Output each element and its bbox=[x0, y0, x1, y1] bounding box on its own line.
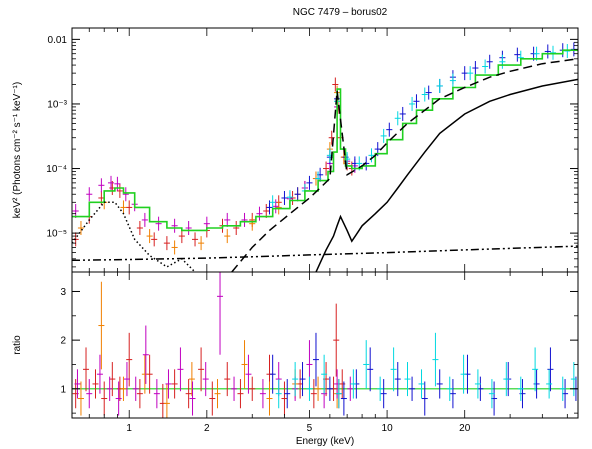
model-line-soft_thermal bbox=[72, 201, 196, 272]
bottom-y-tick-label: 2 bbox=[60, 336, 66, 347]
energy-x-axis-label: Energy (keV) bbox=[296, 436, 354, 447]
spectrum-plot-area bbox=[72, 42, 578, 272]
top-x-axis bbox=[71, 28, 568, 272]
bottom-panel: 1 2 3 1 2 5 10 20 ratio Energy (keV) bbox=[12, 271, 579, 447]
ratio-y-axis-label: ratio bbox=[12, 335, 23, 355]
bottom-y-axis: 1 2 3 bbox=[60, 287, 578, 414]
bottom-x-tick-label: 5 bbox=[307, 423, 313, 434]
spectrum-y-axis-label: keV² (Photons cm⁻² s⁻¹ keV⁻¹) bbox=[12, 82, 23, 218]
chart-title: NGC 7479 – borus02 bbox=[293, 7, 388, 18]
top-y-tick-label: 0.01 bbox=[48, 35, 68, 46]
top-panel: 10⁻⁵ 10⁻⁴ 10⁻³ 0.01 keV² (Photons cm⁻² s⁻¹ … bbox=[12, 27, 579, 273]
top-y-axis: 10⁻⁵ 10⁻⁴ 10⁻³ 0.01 bbox=[46, 35, 578, 268]
bottom-x-tick-label: 10 bbox=[382, 423, 394, 434]
top-y-tick-label: 10⁻⁴ bbox=[46, 164, 67, 175]
top-y-tick-label: 10⁻³ bbox=[47, 99, 67, 110]
bottom-y-tick-label: 1 bbox=[60, 384, 66, 395]
model-line-transmitted bbox=[231, 58, 578, 272]
bottom-x-tick-label: 20 bbox=[459, 423, 471, 434]
ratio-plot-area bbox=[72, 272, 578, 418]
bottom-y-tick-label: 3 bbox=[60, 287, 66, 298]
model-line-model bbox=[72, 48, 578, 232]
top-y-tick-label: 10⁻⁵ bbox=[46, 229, 67, 240]
bottom-x-axis: 1 2 5 10 20 bbox=[71, 272, 568, 434]
model-line-reflected bbox=[315, 78, 578, 272]
bottom-panel-frame bbox=[71, 271, 579, 419]
bottom-x-tick-label: 2 bbox=[204, 423, 210, 434]
model-line-scattered bbox=[72, 245, 578, 262]
bottom-x-tick-label: 1 bbox=[126, 423, 132, 434]
